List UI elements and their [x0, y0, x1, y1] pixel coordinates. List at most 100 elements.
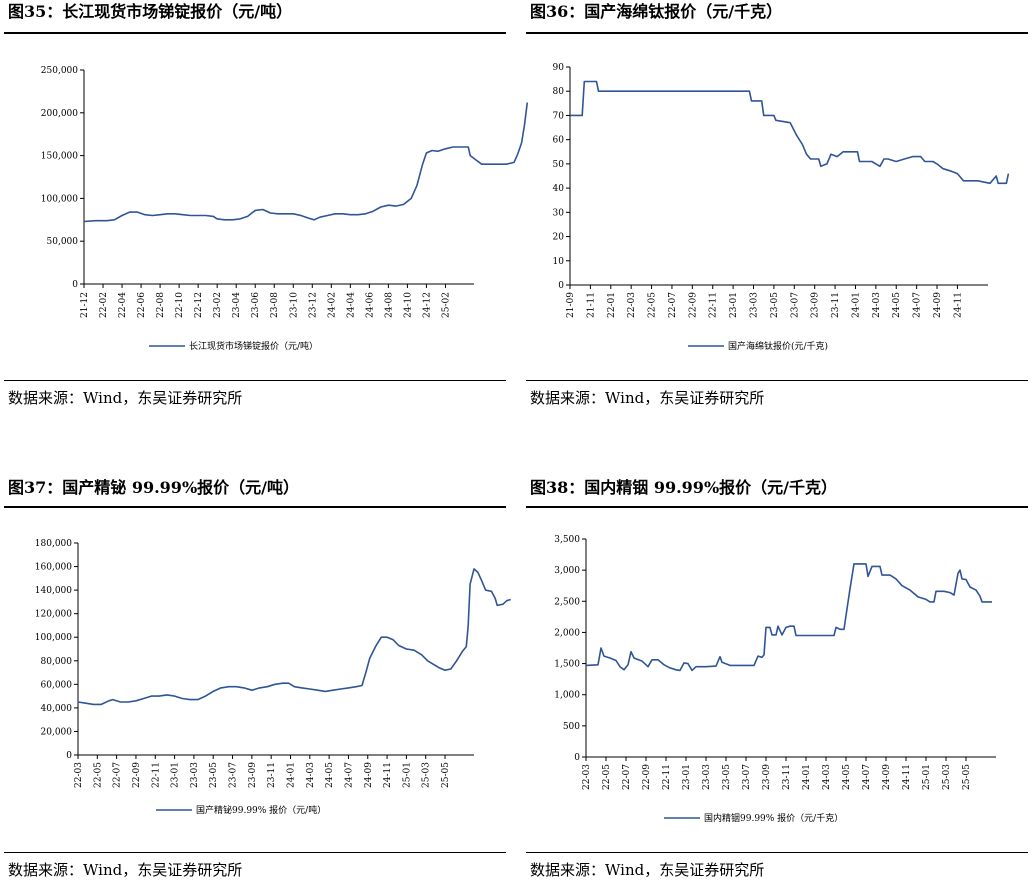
x-tick-label: 23-09 — [811, 292, 821, 318]
x-tick-label: 23-01 — [171, 762, 181, 788]
chart-title: 图35：长江现货市场锑锭报价（元/吨） — [8, 2, 293, 21]
y-tick-label: 0 — [558, 281, 564, 291]
x-tick-label: 24-12 — [422, 292, 432, 318]
x-tick-label: 23-04 — [232, 292, 242, 318]
x-tick-label: 24-01 — [286, 762, 296, 788]
y-tick-label: 160,000 — [35, 563, 72, 573]
x-tick-label: 24-05 — [842, 764, 852, 790]
x-tick-label: 25-05 — [962, 764, 972, 790]
x-tick-label: 24-05 — [892, 292, 902, 318]
y-tick-label: 3,000 — [554, 566, 580, 576]
x-tick-label: 23-03 — [750, 292, 760, 318]
x-tick-label: 23-11 — [831, 292, 841, 318]
x-tick-label: 23-05 — [722, 764, 732, 790]
y-tick-label: 50 — [553, 160, 565, 170]
x-tick-label: 23-05 — [209, 762, 219, 788]
x-tick-label: 24-10 — [403, 292, 413, 318]
source-rule — [526, 380, 1028, 381]
x-tick-label: 22-09 — [688, 292, 698, 318]
x-tick-label: 24-09 — [882, 764, 892, 790]
x-tick-label: 24-08 — [384, 292, 394, 318]
chart-panel-bismuth: 图37：国产精铋 99.99%报价（元/吨） 0 20,000 40,000 60,0… — [4, 478, 511, 884]
x-tick-label: 24-09 — [933, 292, 943, 318]
x-tick-label: 25-01 — [402, 762, 412, 788]
y-tick-label: 150,000 — [41, 152, 78, 162]
source-note: 数据来源：Wind，东吴证券研究所 — [530, 389, 765, 407]
title-rule — [526, 506, 1028, 508]
source-rule — [4, 852, 506, 853]
x-tick-label: 23-12 — [308, 292, 318, 318]
y-tick-label: 1,000 — [554, 691, 580, 701]
y-tick-label: 90 — [553, 63, 565, 73]
x-tick-label: 23-11 — [267, 762, 277, 788]
y-tick-label: 80 — [553, 87, 565, 97]
y-tick-label: 10 — [553, 257, 565, 267]
line-chart: 0 20,000 40,000 60,000 80,000 100,000 120,000 1… — [35, 539, 511, 816]
legend-label: 国产精铋99.99% 报价（元/吨） — [196, 804, 326, 816]
x-tick-label: 23-03 — [702, 764, 712, 790]
y-tick-label: 0 — [574, 753, 580, 763]
y-tick-label: 60,000 — [41, 680, 73, 690]
chart-panel-indium: 图38：国内精铟 99.99%报价（元/千克） 0 500 1,000 1,500 2,… — [526, 478, 1028, 884]
x-tick-label: 21-11 — [586, 292, 596, 318]
legend-label: 国内精铟99.99% 报价（元/千克） — [704, 812, 843, 824]
x-tick-label: 22-07 — [113, 762, 123, 788]
x-tick-label: 25-03 — [422, 762, 432, 788]
x-tick-label: 24-07 — [344, 762, 354, 788]
y-tick-label: 20,000 — [41, 727, 73, 737]
series-line — [77, 568, 511, 706]
x-tick-label: 23-09 — [762, 764, 772, 790]
x-tick-label: 24-11 — [902, 764, 912, 790]
x-tick-label: 24-03 — [872, 292, 882, 318]
y-tick-label: 2,000 — [554, 628, 580, 638]
y-tick-label: 180,000 — [35, 539, 72, 549]
source-rule — [526, 852, 1028, 853]
x-tick-label: 22-09 — [132, 762, 142, 788]
x-tick-label: 25-05 — [441, 762, 451, 788]
x-tick-label: 24-11 — [383, 762, 393, 788]
x-tick-label: 25-02 — [441, 292, 451, 318]
x-tick-label: 24-11 — [953, 292, 963, 318]
x-tick-label: 21-12 — [80, 292, 90, 318]
x-tick-label: 24-04 — [346, 292, 356, 318]
x-tick-label: 23-11 — [782, 764, 792, 790]
x-tick-label: 23-07 — [742, 764, 752, 790]
x-tick-label: 22-11 — [151, 762, 161, 788]
line-chart: 0 50,000 100,000 150,000 200,000 250,000 21-12… — [41, 66, 529, 352]
x-tick-label: 24-05 — [325, 762, 335, 788]
legend-label: 长江现货市场锑锭报价（元/吨） — [189, 340, 318, 352]
y-tick-label: 2,500 — [554, 597, 580, 607]
title-rule — [4, 32, 506, 34]
title-rule — [526, 32, 1028, 34]
x-tick-label: 22-11 — [709, 292, 719, 318]
x-tick-label: 23-10 — [289, 292, 299, 318]
title-rule — [4, 506, 506, 508]
source-note: 数据来源：Wind，东吴证券研究所 — [530, 861, 765, 879]
y-tick-label: 40 — [553, 184, 565, 194]
x-tick-label: 24-01 — [802, 764, 812, 790]
line-chart: 0 10 20 30 40 50 60 70 80 90 21-09 21-11 22-01 22-03 2… — [553, 63, 1010, 352]
chart-title: 图37：国产精铋 99.99%报价（元/吨） — [8, 478, 299, 497]
source-note: 数据来源：Wind，东吴证券研究所 — [8, 389, 243, 407]
x-tick-label: 25-01 — [922, 764, 932, 790]
x-tick-label: 22-09 — [642, 764, 652, 790]
x-tick-label: 24-06 — [365, 292, 375, 318]
x-tick-label: 22-05 — [93, 762, 103, 788]
y-tick-label: 70 — [553, 111, 565, 121]
x-tick-label: 22-05 — [602, 764, 612, 790]
y-tick-label: 60 — [553, 136, 565, 146]
x-tick-label: 22-05 — [648, 292, 658, 318]
x-tick-label: 23-07 — [790, 292, 800, 318]
y-tick-label: 200,000 — [41, 109, 78, 119]
source-note: 数据来源：Wind，东吴证券研究所 — [8, 861, 243, 879]
x-tick-label: 24-03 — [306, 762, 316, 788]
x-tick-label: 22-02 — [99, 292, 109, 318]
y-tick-label: 120,000 — [35, 610, 72, 620]
series-line — [585, 563, 992, 672]
x-tick-label: 22-03 — [582, 764, 592, 790]
x-tick-label: 22-06 — [137, 292, 147, 318]
y-tick-label: 140,000 — [35, 586, 72, 596]
y-tick-label: 100,000 — [35, 633, 72, 643]
y-tick-label: 80,000 — [41, 657, 73, 667]
line-chart: 0 500 1,000 1,500 2,000 2,500 3,000 3,500 22-03 2… — [554, 535, 996, 824]
